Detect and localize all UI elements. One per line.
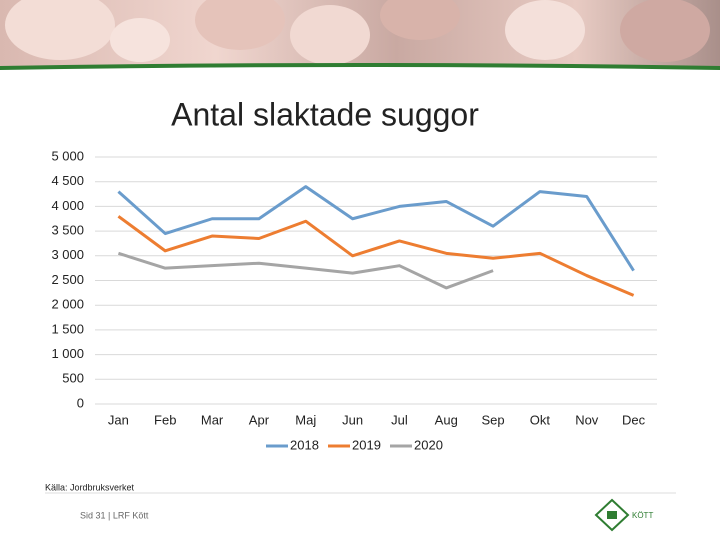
- x-tick-label: Dec: [622, 412, 646, 427]
- legend-label: 2019: [352, 437, 381, 452]
- x-tick-label: Nov: [575, 412, 599, 427]
- y-tick-label: 0: [77, 395, 84, 410]
- y-tick-label: 4 500: [51, 173, 84, 188]
- y-tick-label: 2 500: [51, 272, 84, 287]
- y-tick-label: 5 000: [51, 148, 84, 163]
- y-tick-label: 3 000: [51, 247, 84, 262]
- y-tick-label: 500: [62, 371, 84, 386]
- x-tick-label: Sep: [482, 412, 505, 427]
- y-tick-label: 2 000: [51, 297, 84, 312]
- y-tick-label: 1 000: [51, 346, 84, 361]
- series-line: [117, 185, 635, 272]
- chart-title: Antal slaktade suggor: [171, 96, 479, 132]
- y-tick-label: 3 500: [51, 223, 84, 238]
- x-tick-label: Feb: [154, 412, 176, 427]
- x-tick-label: Apr: [249, 412, 270, 427]
- y-tick-label: 4 000: [51, 198, 84, 213]
- x-tick-label: Jan: [108, 412, 129, 427]
- x-tick-label: Mar: [201, 412, 224, 427]
- logo-mark: [594, 498, 630, 532]
- y-tick-label: 1 500: [51, 321, 84, 336]
- header-line: [0, 63, 720, 70]
- legend-label: 2020: [414, 437, 443, 452]
- x-tick-label: Jun: [342, 412, 363, 427]
- header-photo: [0, 0, 720, 66]
- x-tick-label: Okt: [530, 412, 551, 427]
- source: Källa: Jordbruksverket: [45, 482, 135, 492]
- logo-text: KÖTT: [632, 511, 653, 520]
- footer: Sid 31 | LRF Kött: [80, 510, 149, 520]
- x-tick-label: Maj: [295, 412, 316, 427]
- legend-label: 2018: [290, 437, 319, 452]
- x-tick-label: Jul: [391, 412, 408, 427]
- series-line: [117, 251, 494, 290]
- series-line: [117, 215, 635, 297]
- x-tick-label: Aug: [435, 412, 458, 427]
